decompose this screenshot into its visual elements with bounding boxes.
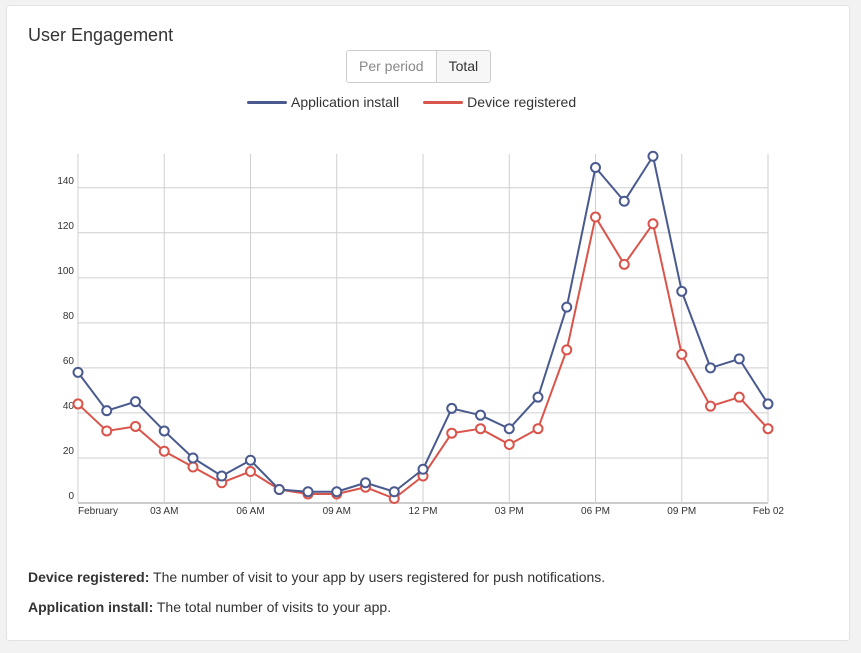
data-point-device-registered — [72, 398, 84, 410]
data-point-application-install — [360, 477, 371, 489]
total-button[interactable]: Total — [435, 51, 491, 82]
data-point-device-registered — [532, 423, 544, 435]
description-term: Device registered: — [28, 569, 150, 585]
data-point-device-registered — [503, 438, 515, 450]
y-tick-label: 60 — [63, 356, 75, 367]
data-point-application-install — [590, 162, 601, 174]
data-point-device-registered — [475, 423, 486, 435]
legend-item-device-registered[interactable]: Device registered — [423, 94, 576, 110]
legend-item-application-install[interactable]: Application install — [247, 94, 399, 110]
data-point-application-install — [705, 362, 716, 374]
x-tick-label: 12 PM — [409, 506, 438, 517]
data-point-application-install — [187, 452, 199, 464]
data-point-device-registered — [733, 391, 745, 403]
data-point-device-registered — [561, 344, 573, 356]
panel-title: User Engagement — [28, 25, 174, 45]
x-tick-label: Feb 02 — [753, 506, 785, 517]
data-point-application-install — [130, 396, 141, 408]
data-point-device-registered — [158, 445, 170, 457]
y-tick-label: 0 — [68, 491, 74, 502]
y-tick-label: 80 — [63, 311, 75, 322]
y-tick-label: 100 — [57, 266, 74, 277]
data-point-device-registered — [130, 420, 141, 432]
x-tick-label: 09 AM — [323, 506, 351, 517]
legend-label-application-install: Application install — [291, 94, 400, 110]
data-point-device-registered — [647, 218, 659, 230]
data-point-application-install — [475, 409, 486, 421]
y-tick-label: 140 — [57, 176, 74, 187]
description-device-registered: Device registered: The number of visit t… — [28, 569, 605, 585]
data-point-application-install — [532, 391, 544, 403]
data-point-application-install — [762, 398, 774, 410]
legend-label-device-registered: Device registered — [467, 94, 577, 110]
description-application-install: Application install: The total number of… — [28, 599, 391, 615]
engagement-line-chart: 0 20 40 60 80 100 120 140 February 03 AM 06 AM 09 A… — [57, 150, 785, 517]
engagement-panel: User Engagement Per period Total Applica… — [6, 5, 850, 641]
y-tick-label: 20 — [63, 446, 75, 457]
description-text: The number of visit to your app by users… — [149, 569, 606, 585]
data-point-application-install — [503, 423, 515, 435]
per-period-button[interactable]: Per period — [347, 51, 436, 82]
x-tick-label: 06 PM — [581, 506, 610, 517]
data-point-application-install — [561, 301, 573, 313]
data-point-application-install — [417, 463, 429, 475]
description-text: The total number of visits to your app. — [153, 599, 392, 615]
view-toggle: Per period Total — [346, 50, 492, 83]
data-point-application-install — [618, 195, 630, 207]
data-point-device-registered — [618, 258, 630, 270]
data-point-application-install — [101, 405, 113, 417]
data-point-application-install — [72, 366, 84, 378]
x-tick-label: 06 AM — [236, 506, 264, 517]
legend-swatch-device-registered — [423, 100, 464, 104]
data-point-application-install — [158, 425, 170, 437]
data-point-application-install — [273, 483, 285, 495]
data-point-device-registered — [676, 348, 688, 360]
data-point-application-install — [245, 454, 256, 466]
data-point-application-install — [388, 486, 400, 498]
description-term: Application install: — [28, 599, 154, 615]
data-point-device-registered — [446, 427, 458, 439]
data-point-application-install — [733, 353, 745, 365]
data-point-device-registered — [101, 425, 113, 437]
x-tick-label: 03 PM — [495, 506, 524, 517]
data-point-application-install — [446, 402, 458, 414]
x-tick-label: 09 PM — [667, 506, 696, 517]
data-point-device-registered — [187, 461, 199, 473]
x-tick-label: February — [78, 506, 118, 517]
chart-legend: Application install Device registered — [247, 94, 576, 110]
data-point-application-install — [216, 470, 228, 482]
data-point-device-registered — [245, 465, 256, 477]
legend-swatch-application-install — [247, 100, 287, 104]
data-point-application-install — [647, 150, 659, 162]
data-point-application-install — [302, 486, 314, 498]
data-point-device-registered — [705, 400, 716, 412]
data-point-application-install — [676, 285, 688, 297]
data-point-device-registered — [590, 211, 601, 223]
y-tick-label: 40 — [63, 401, 75, 412]
data-point-application-install — [331, 486, 343, 498]
y-tick-label: 120 — [57, 221, 74, 232]
data-point-device-registered — [762, 423, 774, 435]
x-tick-label: 03 AM — [150, 506, 178, 517]
